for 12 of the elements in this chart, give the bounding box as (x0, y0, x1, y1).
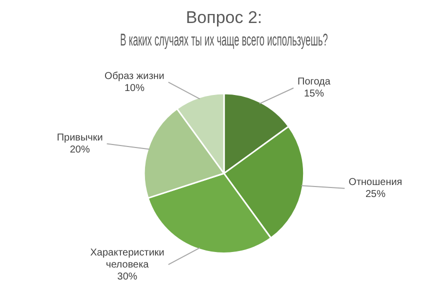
data-label: 15% (304, 88, 324, 100)
slice-label: Характеристики человека (90, 247, 164, 270)
chart-subtitle: В каких случаях ты их чаще всего используешь? (120, 30, 328, 50)
slice-label: Отношения (348, 177, 402, 188)
slice-label: Образ жизни (104, 70, 164, 82)
data-label: 25% (365, 189, 386, 200)
chart-title: Вопрос 2: (186, 8, 262, 27)
data-label: 30% (117, 271, 138, 282)
data-label: 20% (70, 144, 90, 156)
data-label: 10% (124, 82, 145, 94)
slice-label: Привычки (56, 132, 103, 144)
slice-label: Погода (298, 76, 331, 88)
